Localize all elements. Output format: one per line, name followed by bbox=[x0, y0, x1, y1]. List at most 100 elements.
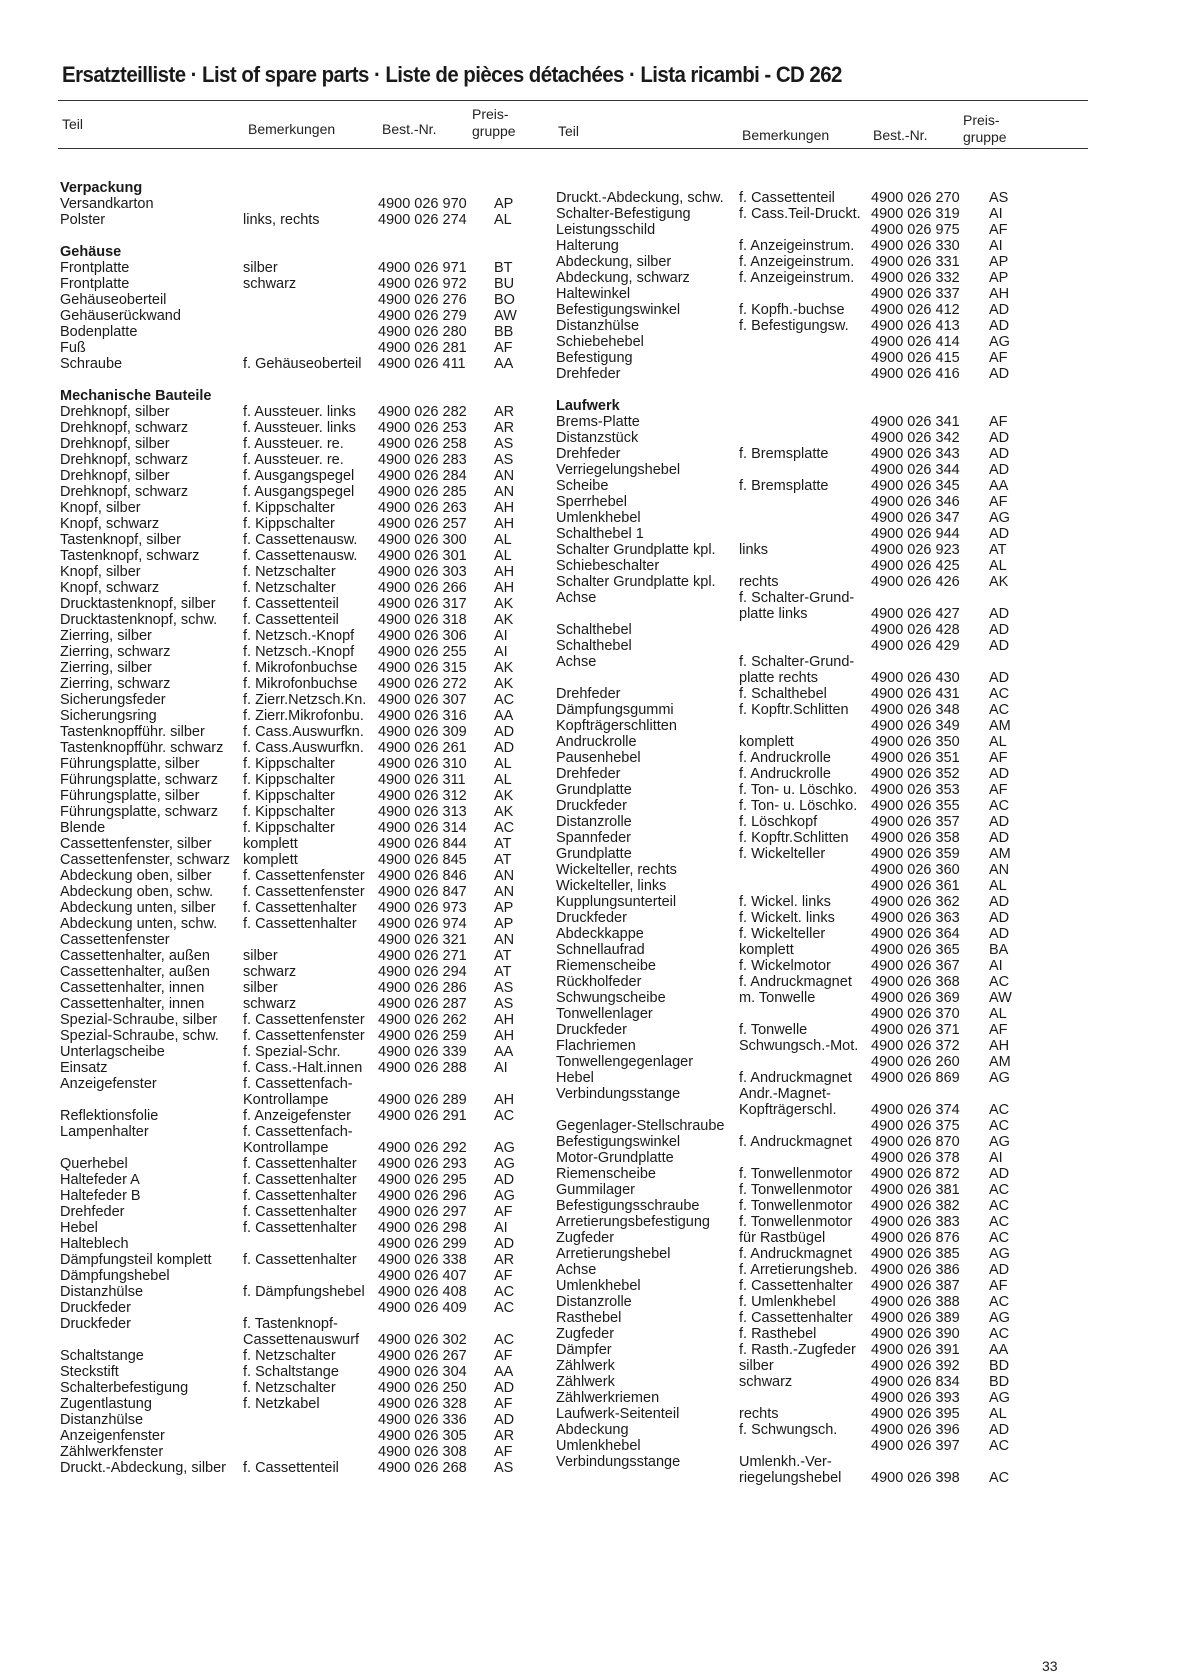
part-name: Achse bbox=[556, 1262, 597, 1278]
order-number: 4900 026 267 bbox=[378, 1348, 467, 1364]
table-row: Drehknopf, silber f. Aussteuer. links 4900… bbox=[60, 404, 534, 420]
table-row: Blende f. Kippschalter 4900 026 314 AC bbox=[60, 820, 534, 836]
price-group: AF bbox=[494, 340, 513, 356]
remarks-line: f. Gehäuseoberteil bbox=[243, 356, 362, 372]
part-name: Pausenhebel bbox=[556, 750, 641, 766]
remarks-line: f. Cassettenteil bbox=[739, 190, 835, 206]
price-group: AL bbox=[989, 734, 1007, 750]
remarks: f. Wickelteller bbox=[739, 846, 871, 862]
remarks-line: f. Cassettenhalter bbox=[739, 1310, 853, 1326]
table-row: Versandkarton 4900 026 970 AP bbox=[60, 196, 534, 212]
remarks-line: silber bbox=[243, 948, 278, 964]
remarks: f. Cassettenteil bbox=[243, 612, 378, 628]
order-number: 4900 026 369 bbox=[871, 990, 960, 1006]
part-name: Haltefeder B bbox=[60, 1188, 141, 1204]
remarks-line: f. Bremsplatte bbox=[739, 446, 829, 462]
remarks bbox=[243, 196, 378, 212]
table-row: Tastenknopfführ. silber f. Cass.Auswurfkn… bbox=[60, 724, 534, 740]
order-number: 4900 026 386 bbox=[871, 1262, 960, 1278]
part-name: Schraube bbox=[60, 356, 123, 372]
remarks-line: f. Zierr.Mikrofonbu. bbox=[243, 708, 364, 724]
remarks-line: f. Aussteuer. re. bbox=[243, 452, 344, 468]
remarks-line: f. Tastenknopf- bbox=[243, 1316, 338, 1332]
price-group: AP bbox=[989, 270, 1009, 286]
table-row: Tonwellenlager 4900 026 370 AL bbox=[556, 1006, 1029, 1022]
order-number: 4900 026 368 bbox=[871, 974, 960, 990]
remarks-line bbox=[739, 526, 871, 542]
table-row: Wickelteller, rechts 4900 026 360 AN bbox=[556, 862, 1029, 878]
remarks bbox=[739, 222, 871, 238]
table-row: Drehfeder f. Schalthebel 4900 026 431 AC bbox=[556, 686, 1029, 702]
part-name: Führungsplatte, silber bbox=[60, 788, 200, 804]
part-name: Druckt.-Abdeckung, schw. bbox=[556, 190, 724, 206]
order-number: 4900 026 411 bbox=[378, 356, 466, 372]
order-number: 4900 026 266 bbox=[378, 580, 467, 596]
header-price-group-1: Preis- bbox=[963, 112, 1000, 128]
table-row: Befestigungswinkel f. Kopfh.-buchse 4900 0… bbox=[556, 302, 1029, 318]
order-number: 4900 026 845 bbox=[378, 852, 467, 868]
part-name: Schalthebel 1 bbox=[556, 526, 644, 542]
remarks: silber bbox=[243, 260, 378, 276]
remarks: f. Aussteuer. links bbox=[243, 420, 378, 436]
part-name: Drehknopf, schwarz bbox=[60, 420, 189, 436]
table-row: Scheibe f. Bremsplatte 4900 026 345 AA bbox=[556, 478, 1029, 494]
table-row: Unterlagscheibe f. Spezial-Schr. 4900 026 … bbox=[60, 1044, 534, 1060]
remarks: f. Andruckrolle bbox=[739, 750, 871, 766]
part-name: Reflektionsfolie bbox=[60, 1108, 159, 1124]
part-name: Distanzhülse bbox=[556, 318, 640, 334]
table-row: Tastenknopfführ. schwarz f. Cass.Auswurfk… bbox=[60, 740, 534, 756]
order-number: 4900 026 257 bbox=[378, 516, 467, 532]
part-name: Grundplatte bbox=[556, 782, 632, 798]
remarks: links, rechts bbox=[243, 212, 378, 228]
order-number: 4900 026 425 bbox=[871, 558, 960, 574]
part-name: Hebel bbox=[60, 1220, 98, 1236]
table-row: Druckfeder 4900 026 409 AC bbox=[60, 1300, 534, 1316]
price-group: AH bbox=[494, 580, 515, 596]
remarks: f. Netzkabel bbox=[243, 1396, 378, 1412]
price-group: AA bbox=[494, 356, 514, 372]
table-row: Gummilager f. Tonwellenmotor 4900 026 381 A… bbox=[556, 1182, 1029, 1198]
order-number: 4900 026 975 bbox=[871, 222, 960, 238]
remarks: f. Cass.Teil-Druckt. bbox=[739, 206, 871, 222]
order-number: 4900 026 414 bbox=[871, 334, 960, 350]
table-row: Zählwerkriemen 4900 026 393 AG bbox=[556, 1390, 1029, 1406]
part-name: Zählwerkfenster bbox=[60, 1444, 164, 1460]
remarks-line: f. Wickelmotor bbox=[739, 958, 831, 974]
price-group: AC bbox=[989, 1102, 1010, 1118]
remarks-line: f. Cassettenhalter bbox=[243, 916, 357, 932]
order-number: 4900 026 259 bbox=[378, 1028, 467, 1044]
remarks bbox=[739, 494, 871, 510]
table-row: Distanzhülse 4900 026 336 AD bbox=[60, 1412, 534, 1428]
remarks-line bbox=[739, 878, 871, 894]
order-number: 4900 026 412 bbox=[871, 302, 960, 318]
remarks: schwarz bbox=[243, 964, 378, 980]
remarks: f. Andruckmagnet bbox=[739, 974, 871, 990]
remarks-line bbox=[739, 862, 871, 878]
remarks-line: platte links bbox=[739, 606, 808, 622]
price-group: AD bbox=[494, 1172, 515, 1188]
table-row: Schalthebel 1 4900 026 944 AD bbox=[556, 526, 1029, 542]
price-group: AK bbox=[494, 596, 514, 612]
remarks-line bbox=[739, 558, 871, 574]
price-group: AG bbox=[989, 1390, 1010, 1406]
part-name: Druckt.-Abdeckung, silber bbox=[60, 1460, 227, 1476]
price-group: AC bbox=[989, 1198, 1010, 1214]
order-number: 4900 026 395 bbox=[871, 1406, 960, 1422]
part-name: Cassettenfenster, schwarz bbox=[60, 852, 231, 868]
order-number: 4900 026 353 bbox=[871, 782, 960, 798]
part-name: Schiebehebel bbox=[556, 334, 644, 350]
parts-section: Mechanische Bauteile Drehknopf, silber f. … bbox=[60, 388, 534, 1476]
order-number: 4900 026 293 bbox=[378, 1156, 467, 1172]
remarks bbox=[243, 1300, 378, 1316]
table-row: Drucktastenknopf, schw. f. Cassettenteil 4… bbox=[60, 612, 534, 628]
price-group: AA bbox=[494, 1044, 514, 1060]
header-remarks: Bemerkungen bbox=[248, 121, 336, 137]
price-group: AF bbox=[989, 1278, 1008, 1294]
remarks bbox=[243, 340, 378, 356]
price-group: AL bbox=[989, 878, 1007, 894]
table-row: Verbindungsstange Andr.-Magnet- Kopfträger… bbox=[556, 1086, 1029, 1118]
order-number: 4900 026 346 bbox=[871, 494, 960, 510]
section-title: Mechanische Bauteile bbox=[60, 388, 212, 404]
price-group: AD bbox=[989, 462, 1010, 478]
part-name: Drehfeder bbox=[556, 446, 621, 462]
